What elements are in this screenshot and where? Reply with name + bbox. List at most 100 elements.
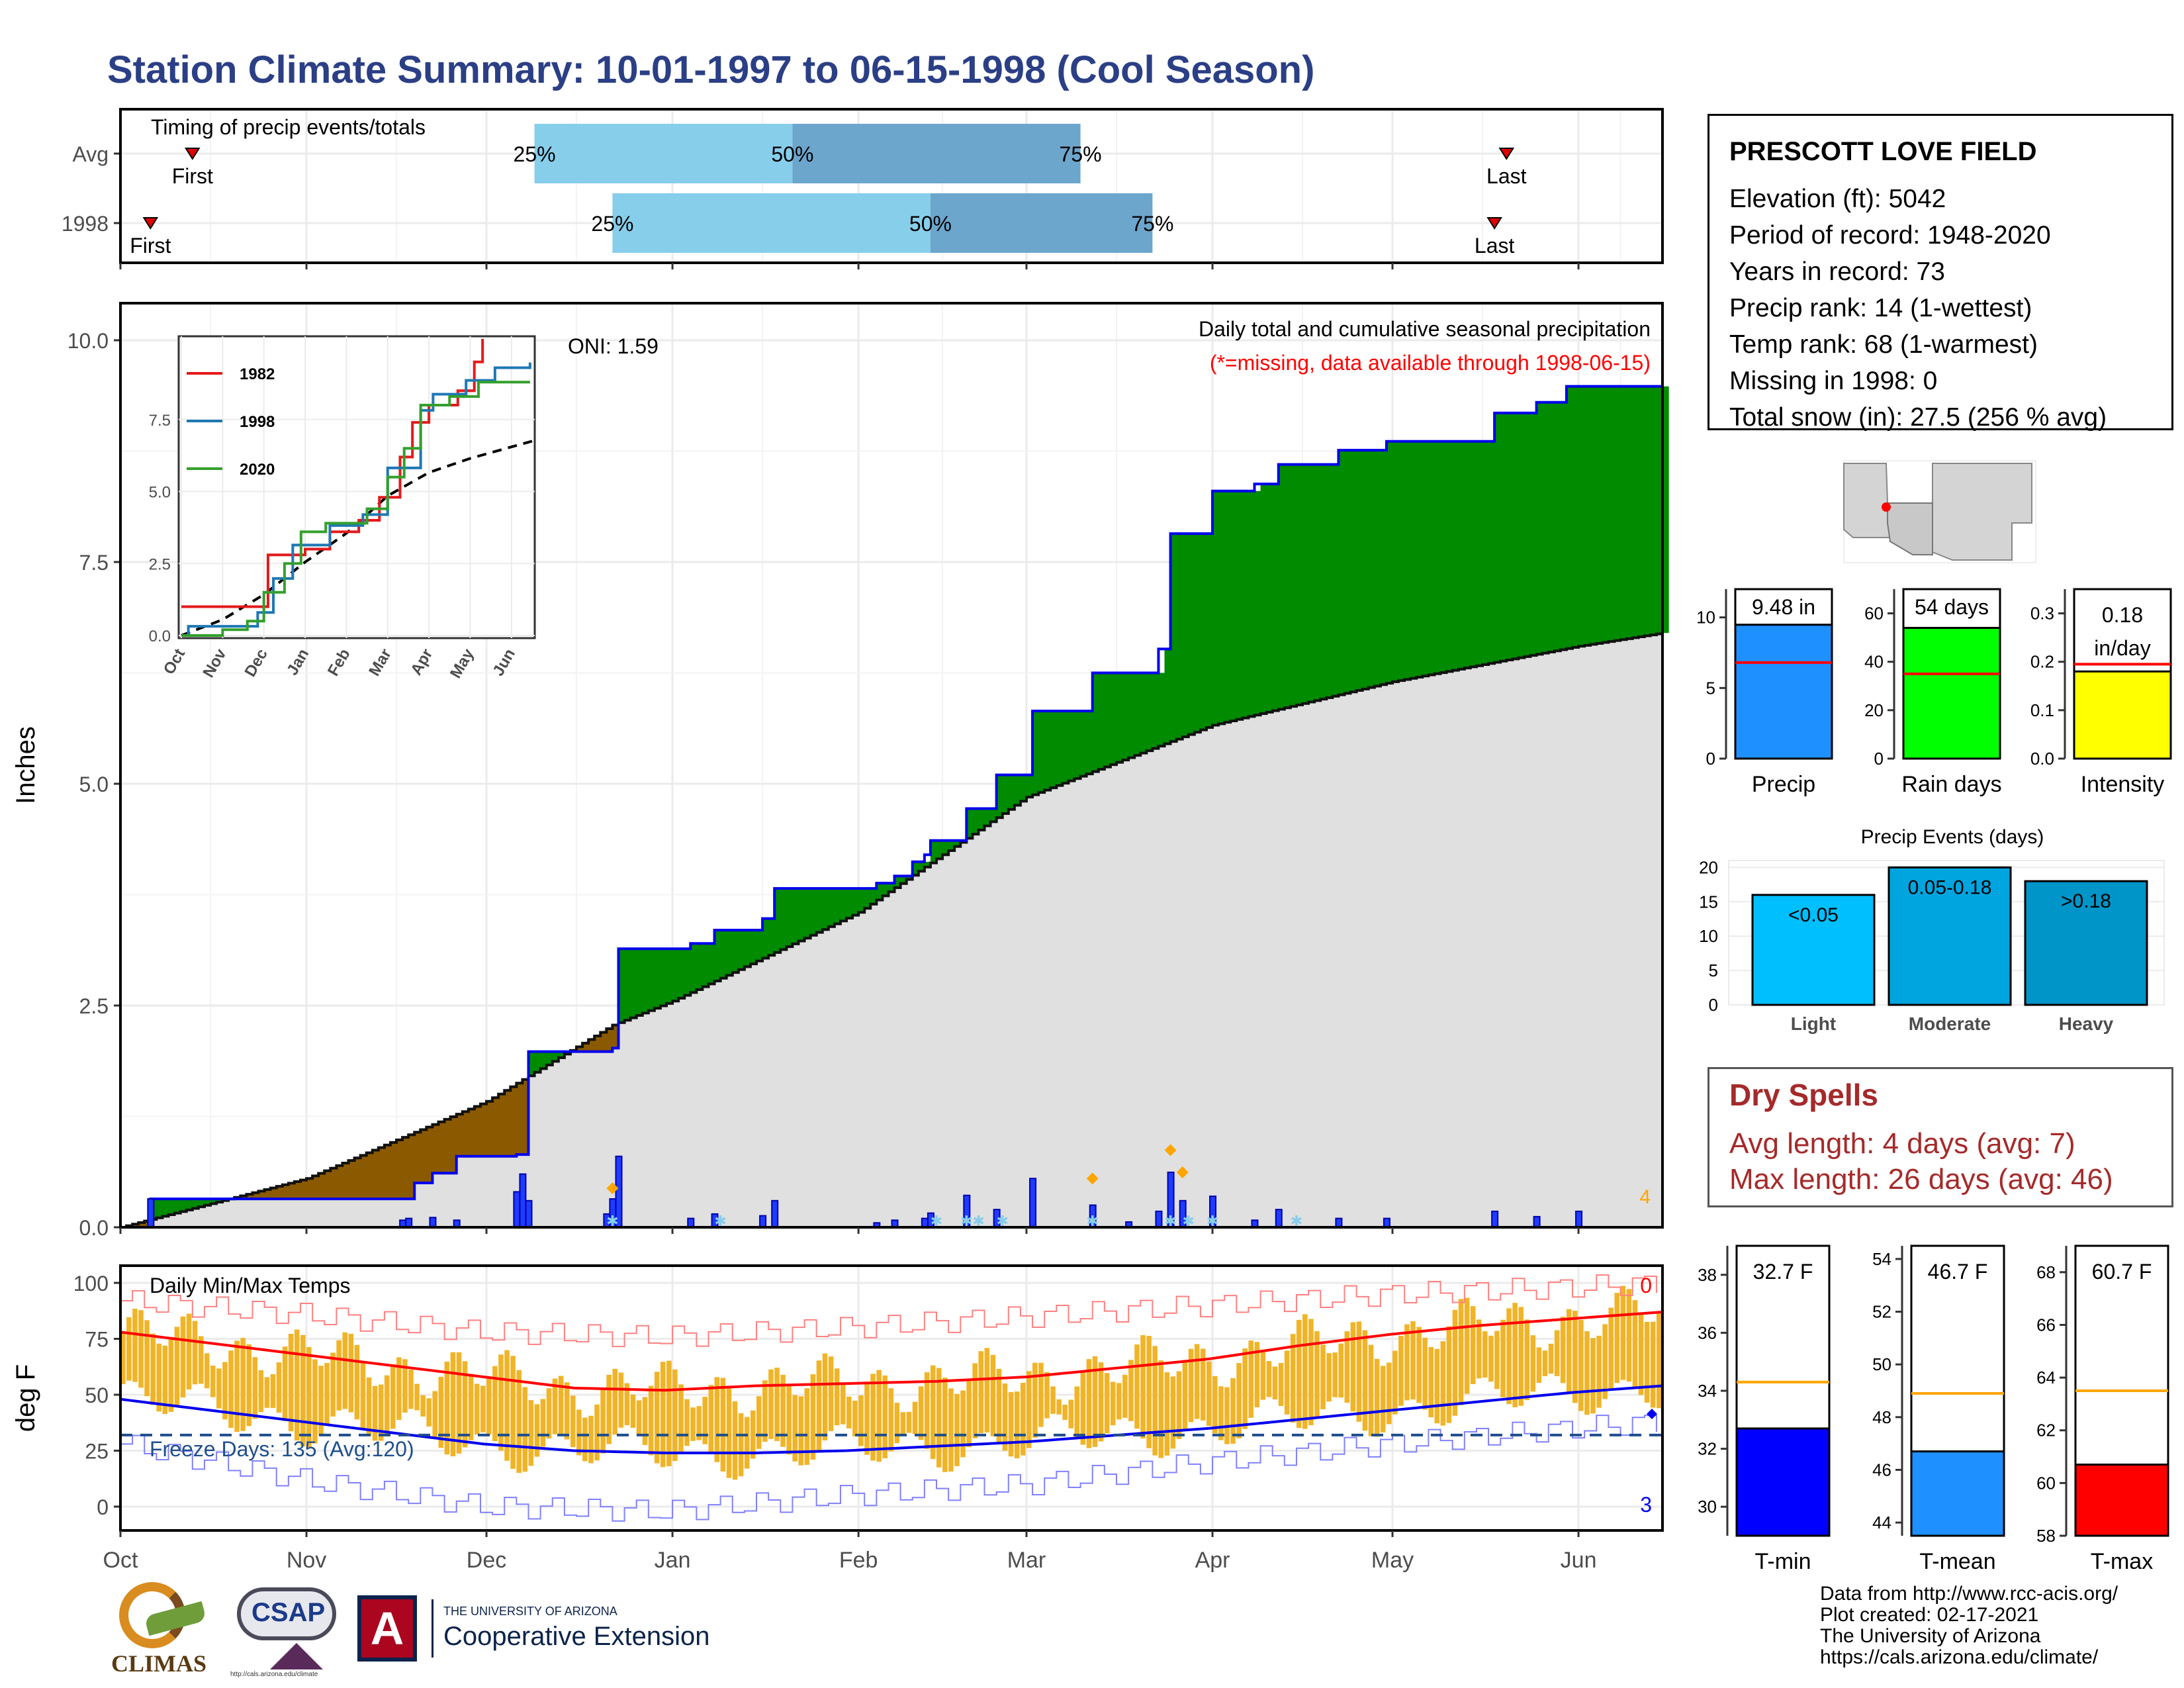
inset-series-1998 <box>181 362 531 637</box>
deficit-segment <box>576 1047 583 1052</box>
daily-temp-bar <box>222 1362 228 1420</box>
daily-precip-bar <box>429 1217 437 1229</box>
daily-temp-bar <box>564 1382 570 1440</box>
deficit-segment <box>456 1114 463 1156</box>
daily-temp-bar <box>714 1377 720 1462</box>
daily-temp-bar <box>498 1354 504 1451</box>
surplus-segment <box>726 930 733 976</box>
daily-temp-bar <box>366 1377 372 1436</box>
daily-temp-bar <box>492 1366 498 1442</box>
daily-temp-bar <box>1458 1299 1464 1405</box>
daily-temp-bar <box>576 1409 582 1456</box>
dry-spells-avg: Avg length: 4 days (avg: 7) <box>1729 1127 2075 1160</box>
temp-y-tick-label: 25 <box>85 1440 109 1464</box>
surplus-segment <box>1602 386 1610 643</box>
surplus-segment <box>1074 711 1081 779</box>
summary-y-tick-label: 0.3 <box>2030 604 2054 624</box>
surplus-segment <box>930 840 937 863</box>
deficit-segment <box>132 1224 139 1227</box>
deficit-segment <box>330 1168 337 1199</box>
summary-bar-label: Rain days <box>1901 772 2001 797</box>
daily-temp-bar <box>1302 1314 1308 1429</box>
surplus-segment <box>204 1199 211 1205</box>
daily-temp-bar <box>318 1366 324 1436</box>
daily-temp-bar <box>864 1384 870 1455</box>
deficit-segment <box>414 1132 421 1183</box>
surplus-segment <box>864 888 871 909</box>
deficit-segment <box>288 1183 295 1199</box>
surplus-segment <box>1164 649 1171 744</box>
daily-temp-bar <box>348 1333 354 1413</box>
summary-y-tick-label: 60 <box>1864 604 1884 624</box>
summary-y-tick-label: 0.0 <box>2030 749 2054 769</box>
daily-temp-bar <box>834 1368 840 1426</box>
deficit-segment <box>426 1127 433 1183</box>
deficit-segment <box>360 1155 367 1199</box>
daily-temp-bar <box>1020 1382 1026 1456</box>
surplus-segment <box>888 883 895 892</box>
inset-series-1982 <box>181 339 484 608</box>
daily-temp-bar <box>618 1372 624 1428</box>
daily-temp-bar <box>684 1399 690 1446</box>
surplus-segment <box>1056 711 1063 786</box>
surplus-segment <box>1410 441 1417 679</box>
surplus-segment <box>1032 711 1039 795</box>
daily-precip-bar <box>147 1198 155 1228</box>
deficit-segment <box>300 1180 307 1199</box>
temp-bar-tick-label: 30 <box>1698 1497 1717 1517</box>
surplus-segment <box>1182 534 1189 737</box>
first-label: First <box>130 234 171 258</box>
snowflake-icon: ✱ <box>931 1213 942 1229</box>
deficit-segment <box>600 1032 607 1052</box>
surplus-segment <box>1494 412 1501 663</box>
daily-temp-bar <box>912 1401 918 1434</box>
summary-bar-value <box>1902 627 2001 760</box>
temp-bar-tick-label: 46 <box>1872 1460 1891 1479</box>
daily-temp-bar <box>840 1383 846 1425</box>
summary-value-label: 9.48 in <box>1752 595 1815 619</box>
first-marker <box>142 217 159 230</box>
surplus-segment <box>900 876 907 884</box>
surplus-segment <box>1194 534 1201 733</box>
daily-temp-bar <box>924 1372 930 1449</box>
daily-temp-bar <box>1206 1361 1212 1427</box>
surplus-segment <box>840 888 847 921</box>
surplus-segment <box>954 840 961 847</box>
surplus-segment <box>1566 386 1573 649</box>
daily-temp-bar <box>1434 1348 1440 1424</box>
daily-temp-bar <box>858 1395 864 1446</box>
daily-temp-bar <box>1542 1350 1548 1376</box>
credit-line: Data from http://www.rcc-acis.org/ <box>1820 1583 2118 1605</box>
daily-temp-bar <box>234 1340 240 1432</box>
deficit-segment <box>498 1094 505 1156</box>
surplus-segment <box>558 1051 565 1058</box>
climas-logo: CLIMAS <box>106 1582 218 1681</box>
daily-temp-bar <box>396 1357 402 1421</box>
daily-temp-bar <box>378 1384 384 1441</box>
summary-y-tick-label: 0.1 <box>2030 700 2054 720</box>
temp-y-tick-label: 100 <box>73 1272 109 1295</box>
surplus-segment <box>1038 711 1045 793</box>
deficit-segment <box>258 1191 265 1199</box>
daily-temp-bar <box>312 1359 318 1444</box>
daily-temp-bar <box>726 1387 732 1478</box>
temp-y-tick-label: 75 <box>85 1328 109 1352</box>
surplus-segment <box>804 888 811 939</box>
dry-spells-max: Max length: 26 days (avg: 46) <box>1729 1163 2113 1196</box>
snowflake-icon: ✱ <box>714 1213 726 1229</box>
last-marker <box>1498 148 1515 160</box>
surplus-segment <box>1152 673 1160 749</box>
daily-temp-bar <box>1116 1383 1122 1420</box>
daily-temp-bar <box>1632 1300 1638 1387</box>
deficit-segment <box>342 1162 349 1199</box>
surplus-segment <box>966 808 973 839</box>
daily-temp-bar <box>150 1333 156 1405</box>
daily-temp-bar <box>708 1385 714 1452</box>
surplus-segment <box>1434 441 1441 674</box>
daily-temp-bar <box>1314 1331 1320 1419</box>
event-bar-heavy <box>2024 880 2148 1006</box>
cumulative-1998-line <box>120 385 1662 1229</box>
deficit-segment <box>318 1173 325 1199</box>
surplus-segment <box>1590 386 1597 645</box>
surplus-segment <box>1608 386 1615 642</box>
